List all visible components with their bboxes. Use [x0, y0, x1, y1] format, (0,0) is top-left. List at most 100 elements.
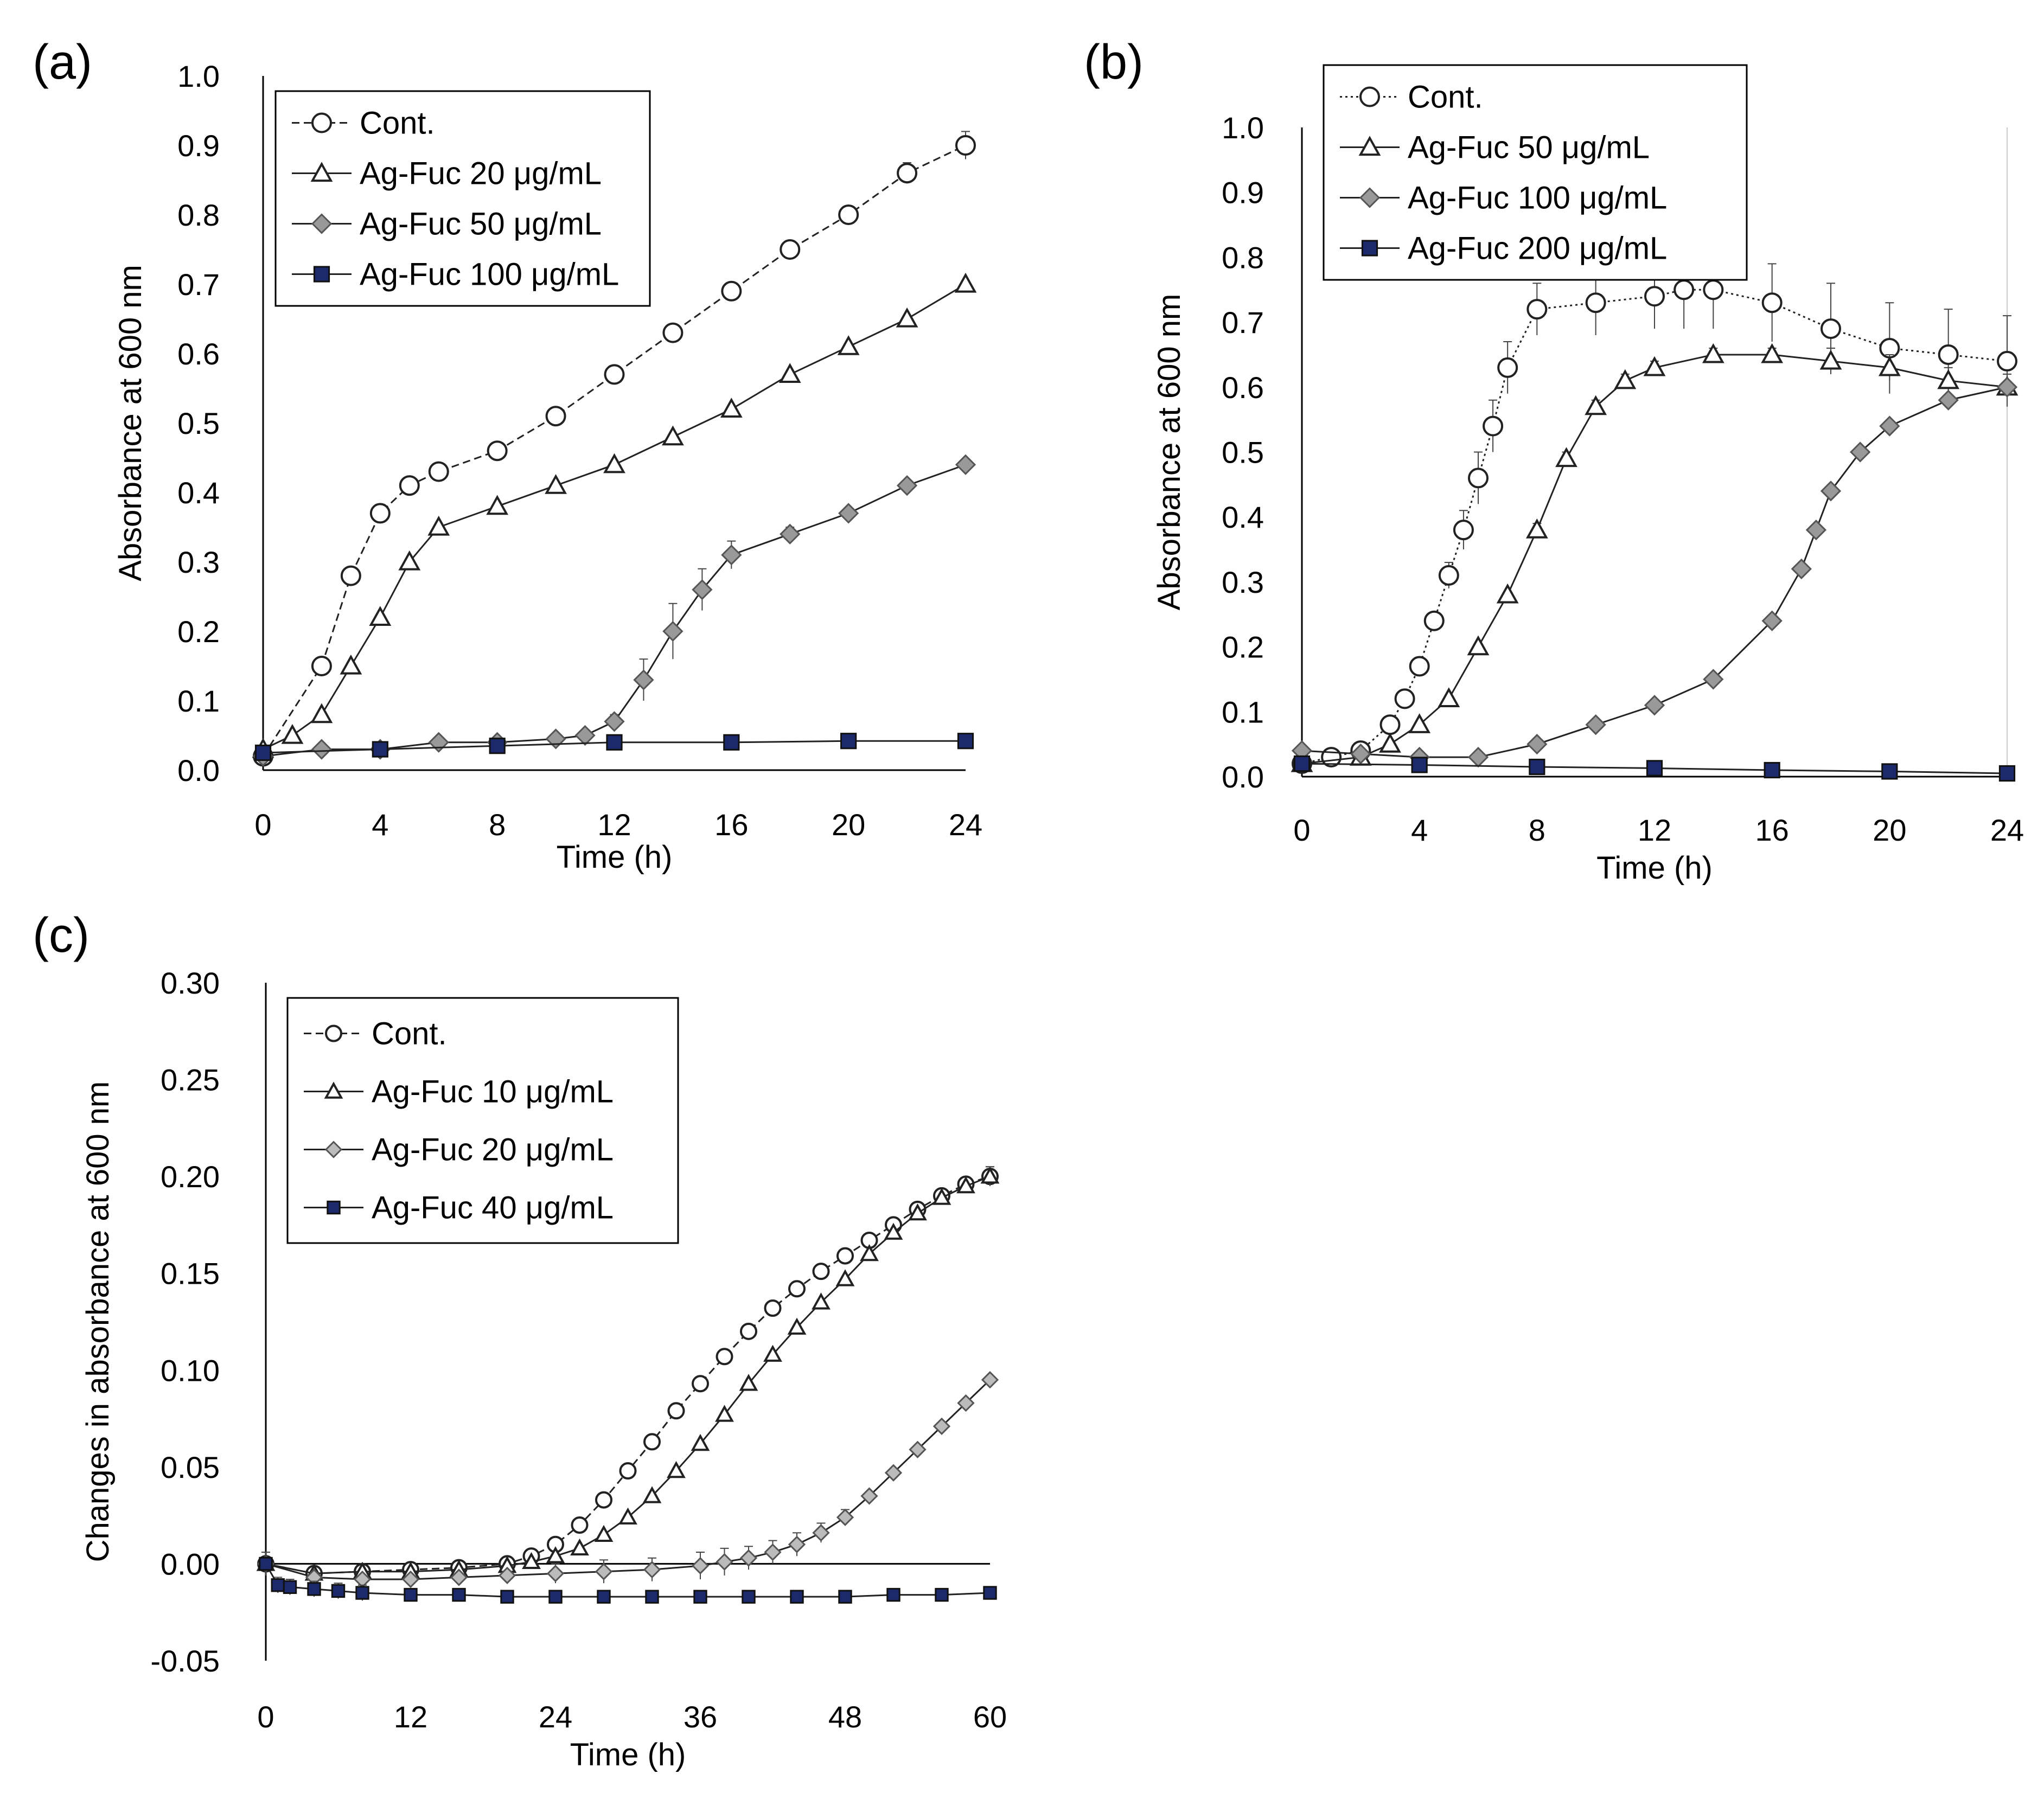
data-point — [1467, 746, 1489, 768]
y-tick-label: 0.20 — [161, 1160, 220, 1194]
data-point — [369, 503, 391, 524]
data-point — [1468, 468, 1489, 489]
data-point — [522, 1552, 541, 1570]
data-point — [1791, 558, 1812, 580]
data-point — [1646, 760, 1663, 777]
y-tick-label: 0.25 — [161, 1063, 220, 1097]
y-tick-label: 0.0 — [1222, 760, 1264, 794]
data-point — [788, 1535, 806, 1553]
data-point — [955, 454, 976, 475]
y-tick-label: 0.8 — [177, 198, 220, 232]
data-point — [1585, 714, 1606, 735]
data-point — [500, 1590, 514, 1604]
x-tick-label: 4 — [1411, 813, 1428, 847]
x-tick-label: 12 — [597, 808, 631, 842]
data-point — [489, 738, 506, 754]
data-point — [283, 1580, 297, 1594]
data-point — [1644, 286, 1665, 307]
data-point — [1438, 565, 1459, 586]
y-tick-label: 0.3 — [1222, 565, 1264, 599]
data-point — [548, 1590, 563, 1604]
x-axis-title: Time (h) — [570, 1737, 686, 1772]
data-point — [574, 725, 596, 746]
data-point — [603, 453, 625, 473]
legend-entry: Ag-Fuc 50 μg/mL — [360, 207, 602, 242]
y-tick-label: 0.2 — [1222, 630, 1264, 664]
data-point — [546, 1565, 565, 1583]
data-point — [1483, 415, 1504, 437]
data-point — [1525, 518, 1548, 539]
data-point — [954, 272, 977, 293]
data-point — [1467, 635, 1490, 656]
legend-marker — [311, 112, 332, 133]
data-point — [932, 1417, 951, 1435]
data-point — [595, 1491, 612, 1509]
data-point — [860, 1244, 879, 1261]
data-point — [908, 1203, 927, 1221]
data-point — [570, 1538, 589, 1556]
data-point — [1497, 357, 1518, 378]
legend-marker — [311, 213, 333, 234]
x-tick-label: 4 — [372, 808, 388, 842]
data-point — [836, 1508, 854, 1526]
y-tick-label: 0.4 — [177, 476, 220, 510]
data-point — [1379, 714, 1401, 735]
data-point — [1805, 520, 1827, 541]
series-line — [1301, 386, 2008, 758]
data-point — [1702, 343, 1724, 363]
data-point — [1764, 761, 1780, 779]
data-point — [1996, 376, 2018, 398]
data-point — [836, 1247, 854, 1265]
data-point — [1938, 344, 1959, 365]
data-point — [1453, 520, 1474, 541]
data-point — [812, 1263, 830, 1280]
data-point — [1350, 743, 1371, 765]
y-tick-label: 0.3 — [177, 545, 220, 579]
y-tick-label: 0.30 — [161, 966, 220, 1000]
data-point — [643, 1561, 661, 1579]
data-point — [957, 1394, 975, 1412]
legend-marker — [310, 162, 333, 182]
data-point — [1496, 583, 1519, 604]
data-point — [1529, 758, 1545, 776]
data-point — [723, 734, 740, 751]
data-point — [1409, 656, 1430, 677]
panel-label: (a) — [33, 35, 92, 89]
series-line — [263, 464, 966, 757]
data-point — [838, 1590, 852, 1604]
data-point — [884, 1464, 903, 1482]
x-tick-label: 60 — [973, 1700, 1007, 1734]
data-point — [1937, 369, 1960, 389]
data-point — [716, 1553, 733, 1571]
data-point — [1998, 765, 2016, 782]
x-tick-label: 0 — [257, 1700, 274, 1734]
data-point — [398, 550, 421, 571]
y-tick-label: 0.1 — [177, 684, 220, 718]
data-point — [691, 1433, 710, 1451]
data-point — [1555, 447, 1577, 468]
y-tick-label: 0.7 — [1222, 305, 1264, 340]
data-point — [740, 1322, 757, 1340]
data-point — [790, 1590, 804, 1604]
data-point — [983, 1586, 997, 1600]
y-tick-label: -0.05 — [150, 1644, 220, 1678]
data-point — [896, 475, 918, 496]
data-point — [778, 363, 801, 383]
data-point — [1850, 441, 1871, 463]
data-point — [604, 711, 625, 732]
data-point — [957, 733, 974, 750]
data-point — [840, 733, 857, 750]
data-point — [1644, 695, 1665, 716]
x-tick-label: 0 — [1293, 813, 1310, 847]
data-point — [897, 163, 918, 184]
data-point — [311, 739, 333, 760]
data-point — [1408, 713, 1431, 733]
y-tick-label: 0.9 — [1222, 176, 1264, 210]
data-point — [896, 307, 918, 328]
data-point — [980, 1167, 1000, 1184]
data-point — [935, 1587, 949, 1602]
data-point — [597, 1590, 611, 1604]
series-3 — [259, 1552, 997, 1604]
data-point — [427, 515, 450, 536]
data-point — [764, 1543, 782, 1561]
